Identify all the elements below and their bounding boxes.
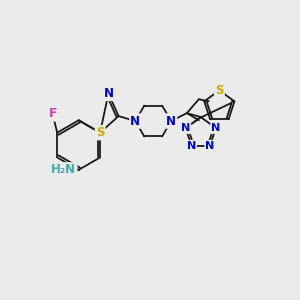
Text: S: S xyxy=(215,84,224,97)
Text: H₂N: H₂N xyxy=(51,163,76,176)
Text: N: N xyxy=(130,115,140,128)
Text: N: N xyxy=(166,115,176,128)
Text: N: N xyxy=(187,141,196,151)
Text: N: N xyxy=(181,123,190,133)
Text: S: S xyxy=(96,126,104,139)
Text: N: N xyxy=(211,123,220,133)
Text: N: N xyxy=(206,141,215,151)
Text: F: F xyxy=(49,107,58,120)
Text: N: N xyxy=(103,87,113,100)
